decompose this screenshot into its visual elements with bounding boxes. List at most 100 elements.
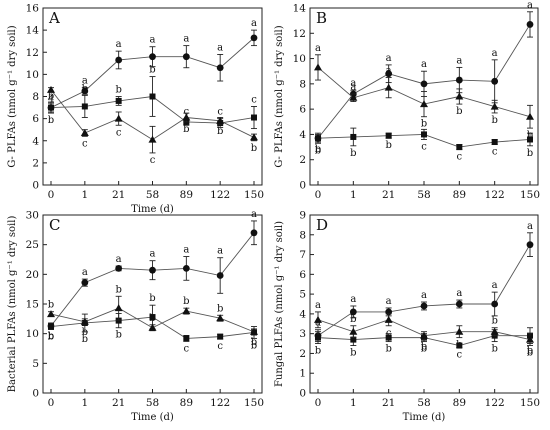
panel-c: 0 5 10 15 20 25 30 0 1 21 58 89 122 150 C Bacterial PLF… bbox=[7, 209, 264, 423]
significance-letter: b bbox=[315, 144, 321, 155]
significance-letter: b bbox=[115, 284, 121, 295]
significance-letter: a bbox=[82, 267, 88, 278]
significance-letter: c bbox=[184, 343, 190, 354]
x-tick-label: 1 bbox=[81, 397, 88, 409]
data-point-triangle bbox=[148, 323, 157, 331]
data-point-triangle bbox=[490, 327, 499, 335]
data-point-circle bbox=[491, 77, 499, 85]
data-point-triangle bbox=[314, 63, 322, 71]
significance-letter: a bbox=[150, 35, 156, 46]
x-tick-label: 89 bbox=[180, 189, 193, 201]
significance-letter: b bbox=[421, 119, 427, 130]
x-tick-label: 122 bbox=[210, 397, 230, 409]
significance-letter: a bbox=[492, 280, 498, 291]
x-tick-label: 150 bbox=[244, 189, 264, 201]
significance-letter: c bbox=[82, 138, 88, 149]
data-point-triangle bbox=[349, 93, 358, 101]
significance-letter: b bbox=[315, 346, 321, 357]
significance-letter: b bbox=[491, 344, 497, 355]
data-point-circle bbox=[250, 34, 258, 42]
x-tick-label: 1 bbox=[350, 189, 357, 201]
x-axis-label: Time (d) bbox=[403, 412, 446, 423]
significance-letter: a bbox=[82, 76, 88, 87]
data-point-square bbox=[48, 323, 54, 330]
data-point-circle bbox=[182, 265, 190, 272]
data-point-circle bbox=[115, 265, 123, 272]
data-point-triangle bbox=[216, 116, 225, 124]
x-tick-label: 58 bbox=[146, 189, 159, 201]
significance-letter: a bbox=[386, 296, 392, 307]
significance-letter: a bbox=[251, 209, 257, 220]
data-point-triangle bbox=[420, 331, 428, 339]
y-tick-label: 10 bbox=[293, 53, 306, 65]
significance-letter: b bbox=[183, 124, 189, 135]
series-square: b bb cc c b bbox=[315, 127, 533, 163]
x-tick-label: 0 bbox=[315, 189, 322, 201]
data-point-circle bbox=[526, 241, 534, 249]
x-tick-label: 0 bbox=[315, 397, 322, 409]
significance-letter: b bbox=[149, 313, 155, 324]
y-tick-label: 2 bbox=[32, 157, 39, 169]
x-tick-label: 1 bbox=[81, 189, 88, 201]
significance-letter: b bbox=[491, 115, 497, 126]
significance-letter: b bbox=[527, 346, 533, 357]
data-point-triangle bbox=[384, 83, 393, 91]
data-point-square bbox=[421, 131, 427, 138]
y-tick-label: 10 bbox=[26, 69, 39, 81]
significance-letter: b bbox=[456, 106, 462, 117]
panel-letter: D bbox=[316, 216, 328, 234]
data-point-triangle bbox=[80, 129, 89, 137]
significance-letter: a bbox=[527, 0, 533, 11]
significance-letter: b bbox=[350, 314, 356, 325]
data-point-square bbox=[149, 93, 156, 100]
data-point-triangle bbox=[526, 335, 534, 343]
data-point-triangle bbox=[216, 314, 225, 322]
x-tick-label: 150 bbox=[520, 189, 540, 201]
data-point-triangle bbox=[80, 317, 89, 325]
y-tick-label: 5 bbox=[32, 358, 39, 370]
significance-letter: a bbox=[217, 42, 223, 53]
data-point-triangle bbox=[182, 307, 191, 315]
significance-letter: b bbox=[115, 330, 121, 341]
significance-letter: c bbox=[217, 107, 223, 118]
data-point-triangle bbox=[455, 327, 464, 335]
data-point-square bbox=[456, 342, 463, 349]
data-point-triangle bbox=[47, 85, 55, 93]
y-axis-label: Bacterial PLFAs (nmol g⁻¹ dry soil) bbox=[7, 216, 18, 393]
significance-letter: b bbox=[48, 331, 54, 342]
data-point-triangle bbox=[250, 327, 258, 335]
significance-letter: b bbox=[350, 348, 356, 359]
significance-letter: c bbox=[150, 155, 156, 166]
data-point-triangle bbox=[314, 315, 322, 323]
data-point-circle bbox=[81, 279, 89, 287]
significance-letter: b bbox=[527, 148, 533, 159]
data-point-triangle bbox=[148, 135, 157, 143]
significance-letter: b bbox=[48, 115, 54, 126]
data-point-triangle bbox=[182, 113, 191, 121]
y-tick-label: 1 bbox=[299, 368, 306, 380]
data-point-square bbox=[251, 114, 257, 121]
data-point-triangle bbox=[384, 315, 393, 323]
y-tick-label: 14 bbox=[293, 3, 307, 15]
data-point-square bbox=[115, 97, 122, 104]
y-tick-label: 16 bbox=[26, 3, 40, 15]
y-tick-label: 12 bbox=[26, 47, 39, 59]
x-tick-label: 21 bbox=[382, 397, 395, 409]
significance-letter: c bbox=[457, 350, 463, 361]
significance-letter: b bbox=[115, 85, 121, 96]
data-point-square bbox=[149, 314, 156, 321]
y-tick-label: 30 bbox=[26, 210, 39, 222]
x-tick-label: 58 bbox=[417, 189, 430, 201]
significance-letter: b bbox=[527, 130, 533, 141]
significance-letter: c bbox=[386, 328, 392, 339]
data-point-circle bbox=[385, 70, 393, 78]
y-tick-label: 0 bbox=[32, 388, 39, 400]
significance-letter: a bbox=[251, 18, 257, 29]
significance-letter: b bbox=[82, 83, 88, 94]
x-tick-label: 122 bbox=[210, 189, 230, 201]
significance-letter: a bbox=[150, 249, 156, 260]
data-point-triangle bbox=[47, 310, 55, 318]
y-axis-label: G- PLFAs (nmol g⁻¹ dry soil) bbox=[274, 25, 285, 167]
significance-letter: a bbox=[386, 53, 392, 64]
